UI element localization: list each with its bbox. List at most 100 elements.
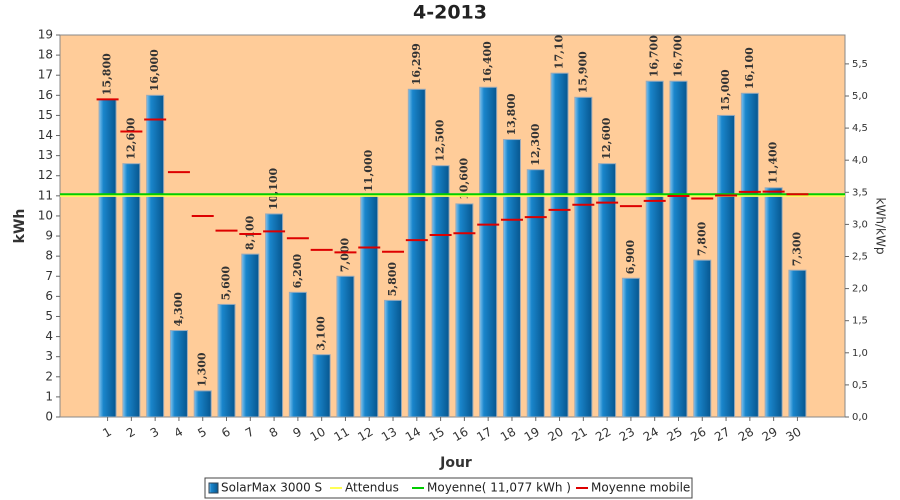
- x-tick-label: 18: [498, 425, 518, 445]
- y-tick-label: 0: [45, 410, 53, 424]
- bar: [550, 72, 569, 417]
- x-tick-label: 8: [267, 425, 281, 441]
- y2-tick-label: 4,0: [852, 155, 868, 166]
- data-label: 16,100: [743, 47, 756, 89]
- data-label: 10,100: [267, 167, 280, 209]
- bar: [645, 80, 664, 417]
- bar: [360, 195, 379, 417]
- y-tick-label: 4: [45, 329, 53, 343]
- x-tick-label: 1: [100, 425, 114, 441]
- data-label: 16,000: [148, 49, 161, 91]
- y2-tick-label: 0,5: [852, 380, 868, 391]
- x-tick-label: 6: [219, 425, 233, 441]
- bar: [574, 96, 593, 417]
- bar: [312, 354, 331, 417]
- bar: [788, 269, 807, 417]
- data-label: 7,000: [338, 237, 351, 272]
- y2-tick-label: 3,5: [852, 187, 868, 198]
- legend-label: Attendus: [345, 481, 399, 495]
- bar: [193, 390, 212, 417]
- x-tick-label: 25: [665, 425, 685, 445]
- x-tick-label: 22: [593, 425, 613, 445]
- y2-tick-label: 3,0: [852, 219, 868, 230]
- data-label: 12,600: [124, 117, 137, 159]
- y-tick-label: 18: [38, 48, 53, 62]
- data-label: 1,300: [196, 352, 209, 387]
- y-tick-label: 12: [38, 168, 53, 182]
- x-tick-label: 19: [522, 425, 542, 445]
- x-tick-label: 29: [760, 425, 780, 445]
- bar: [526, 169, 545, 417]
- y2-tick-label: 1,5: [852, 316, 868, 327]
- x-tick-label: 9: [291, 425, 305, 441]
- data-label: 3,100: [315, 316, 328, 351]
- data-label: 8,100: [243, 215, 256, 250]
- bar: [455, 203, 474, 417]
- data-label: 4,300: [172, 292, 185, 327]
- x-tick-label: 15: [427, 425, 447, 445]
- y-tick-label: 2: [45, 369, 53, 383]
- bar: [265, 213, 284, 417]
- legend-label: SolarMax 3000 S: [221, 481, 322, 495]
- data-label: 16,700: [648, 35, 661, 77]
- bar: [717, 114, 736, 417]
- bar: [336, 275, 355, 417]
- bar: [740, 92, 759, 417]
- y2-tick-label: 2,0: [852, 284, 868, 295]
- y2-tick-label: 0,0: [852, 412, 868, 423]
- data-label: 5,800: [386, 262, 399, 297]
- y-tick-label: 13: [38, 148, 53, 162]
- data-label: 16,700: [671, 35, 684, 77]
- data-label: 15,900: [576, 51, 589, 93]
- y-tick-label: 3: [45, 349, 53, 363]
- y-axis-label: kWh: [12, 209, 28, 244]
- y-tick-label: 14: [38, 128, 53, 142]
- y2-tick-label: 5,0: [852, 91, 868, 102]
- x-tick-label: 28: [736, 425, 756, 445]
- data-label: 7,800: [695, 221, 708, 256]
- x-tick-label: 23: [617, 425, 637, 445]
- y-tick-label: 8: [45, 249, 53, 263]
- data-label: 5,600: [220, 266, 233, 301]
- data-label: 11,000: [362, 149, 375, 191]
- plot-layer: 15,800 12,600 16,000 4,300 1,300 5,600 8,100 10…: [60, 27, 845, 417]
- x-tick-label: 20: [546, 425, 566, 445]
- legend-swatch: [208, 482, 219, 494]
- x-tick-label: 17: [474, 425, 494, 445]
- x-tick-label: 12: [355, 425, 375, 445]
- bar: [479, 86, 498, 417]
- bar: [764, 187, 783, 417]
- bar: [621, 277, 640, 417]
- x-axis-label: Jour: [439, 455, 472, 471]
- y-tick-label: 17: [38, 68, 53, 82]
- y-tick-label: 5: [45, 309, 53, 323]
- data-label: 7,300: [790, 231, 803, 266]
- y-tick-label: 9: [45, 229, 53, 243]
- data-label: 11,400: [767, 141, 780, 183]
- chart-title: 4-2013: [413, 2, 487, 24]
- bar: [502, 139, 521, 417]
- y-tick-label: 1: [45, 389, 53, 403]
- y-tick-label: 7: [45, 269, 53, 283]
- bar: [384, 299, 403, 417]
- data-label: 12,500: [434, 119, 447, 161]
- data-label: 16,299: [410, 43, 423, 85]
- plot-area: [59, 34, 846, 418]
- x-tick-label: 3: [148, 425, 162, 441]
- bar: [693, 259, 712, 417]
- y2-tick-label: 2,5: [852, 251, 868, 262]
- legend-label: Moyenne mobile: [591, 481, 690, 495]
- data-label: 16,400: [481, 41, 494, 83]
- x-tick-label: 11: [331, 425, 351, 445]
- data-label: 13,800: [505, 93, 518, 135]
- x-tick-label: 24: [641, 425, 661, 445]
- y-tick-label: 16: [38, 88, 53, 102]
- y-tick-label: 6: [45, 289, 53, 303]
- x-tick-label: 10: [308, 425, 328, 445]
- y2-tick-label: 1,0: [852, 348, 868, 359]
- data-label: 17,100: [553, 27, 566, 69]
- bar: [669, 80, 688, 417]
- bar: [407, 88, 426, 417]
- data-label: 12,600: [600, 117, 613, 159]
